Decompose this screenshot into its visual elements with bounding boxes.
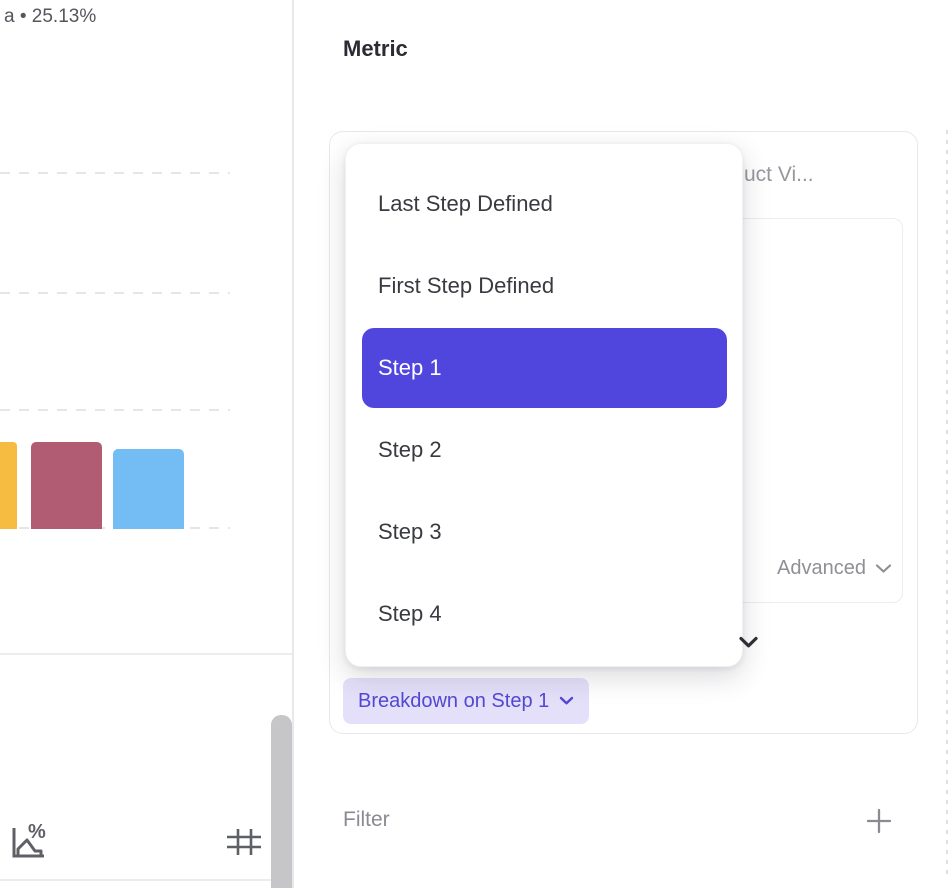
chart-bar[interactable] [113, 449, 184, 529]
adjacent-panel-edge [946, 130, 948, 880]
svg-text:%: % [28, 821, 46, 843]
dropdown-option-step-1[interactable]: Step 1 [362, 328, 727, 408]
step-select-dropdown: Last Step Defined First Step Defined Ste… [345, 143, 743, 667]
panel-bottom-border [0, 879, 271, 881]
dropdown-option-step-3[interactable]: Step 3 [378, 519, 442, 544]
dropdown-option-step-4[interactable]: Step 4 [378, 601, 442, 626]
chart-gridline [0, 172, 230, 174]
vertical-scrollbar-thumb[interactable] [271, 715, 292, 888]
advanced-toggle[interactable]: Advanced [777, 557, 892, 580]
chart-legend-item[interactable]: a • 25.13% [4, 6, 96, 28]
advanced-label: Advanced [777, 557, 866, 579]
chart-bar[interactable] [31, 442, 102, 529]
panel-section-divider [0, 653, 292, 655]
chart-gridline [0, 292, 230, 294]
chart-gridline [0, 409, 230, 411]
chart-bar[interactable] [0, 442, 17, 529]
dropdown-option-first-step-defined[interactable]: First Step Defined [378, 273, 555, 298]
conversion-rate-chart-icon[interactable]: % [6, 814, 48, 862]
breakdown-on-step-button[interactable]: Breakdown on Step 1 [343, 678, 590, 724]
chevron-down-icon [559, 696, 574, 706]
chevron-down-icon[interactable] [739, 636, 758, 649]
chart-panel: a • 25.13% % [0, 0, 293, 888]
breakdown-button-label: Breakdown on Step 1 [358, 689, 550, 712]
hash-grid-icon[interactable] [227, 829, 261, 855]
chevron-down-icon [875, 563, 892, 574]
chart-legend-label: a • 25.13% [4, 6, 97, 27]
add-filter-button[interactable] [866, 808, 892, 834]
dropdown-option-step-2[interactable]: Step 2 [378, 437, 442, 462]
event-name-truncated[interactable]: uct Vi... [744, 163, 814, 186]
metric-section-title: Metric [343, 36, 408, 61]
dropdown-option-last-step-defined[interactable]: Last Step Defined [378, 191, 553, 216]
panel-divider [292, 0, 294, 888]
filter-section-label: Filter [343, 808, 390, 831]
